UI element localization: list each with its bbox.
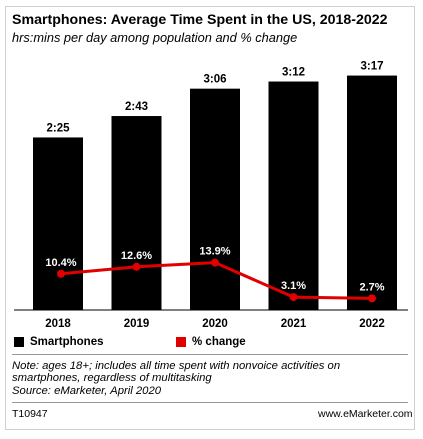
footer-divider	[12, 402, 408, 403]
note-divider	[12, 354, 408, 355]
point-pct-change-2020	[211, 258, 219, 267]
line-label-2022: 2.7%	[359, 281, 384, 293]
line-label-2021: 3.1%	[281, 280, 306, 292]
legend-item-pct-change: % change	[176, 336, 246, 348]
bar-label-2021: 3:12	[282, 67, 305, 79]
point-pct-change-2021	[289, 293, 298, 302]
legend-swatch-smartphones	[14, 337, 24, 347]
legend-label-smartphones: Smartphones	[30, 336, 104, 348]
bar-label-2019: 2:43	[125, 101, 148, 113]
chart-title: Smartphones: Average Time Spent in the U…	[12, 12, 388, 28]
chart-subtitle: hrs:mins per day among population and % …	[12, 30, 298, 45]
line-label-2018: 10.4%	[45, 257, 76, 269]
bar-label-2022: 3:17	[360, 61, 383, 73]
chart-note: Note: ages 18+; includes all time spent …	[12, 360, 408, 397]
bar-2020	[190, 88, 240, 310]
x-tick-2021: 2021	[281, 318, 307, 330]
line-label-2019: 12.6%	[121, 250, 152, 262]
bar-2018	[33, 137, 83, 310]
point-pct-change-2019	[132, 262, 141, 271]
bar-label-2020: 3:06	[203, 74, 226, 86]
bar-2022	[347, 75, 397, 310]
line-label-2020: 13.9%	[199, 246, 230, 258]
point-pct-change-2022	[368, 294, 376, 303]
legend-label-pct-change: % change	[192, 336, 246, 348]
x-tick-2019: 2019	[124, 318, 150, 330]
bar-label-2018: 2:25	[46, 122, 70, 134]
footer-brand: www.eMarketer.com	[318, 408, 413, 420]
note-text: Note: ages 18+; includes all time spent …	[12, 360, 341, 385]
footer-id: T10947	[12, 408, 48, 420]
bar-2021	[268, 81, 319, 311]
point-pct-change-2018	[57, 269, 65, 278]
bar-2019	[111, 116, 162, 310]
source-text: Source: eMarketer, April 2020	[12, 384, 162, 397]
x-tick-2022: 2022	[359, 318, 385, 330]
x-tick-2020: 2020	[202, 318, 228, 330]
legend-swatch-pct-change	[176, 337, 186, 347]
x-tick-2018: 2018	[45, 318, 71, 330]
legend-item-smartphones: Smartphones	[14, 336, 104, 348]
